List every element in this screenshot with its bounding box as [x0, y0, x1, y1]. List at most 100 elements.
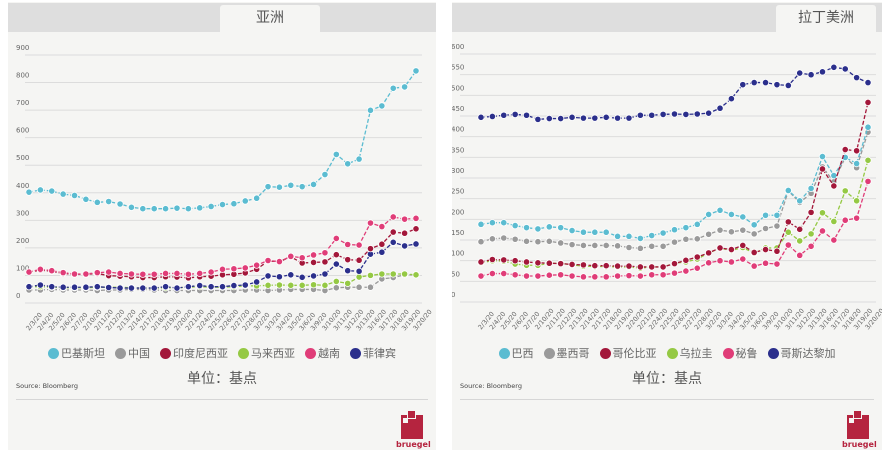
y-tick-label: 300 — [16, 209, 29, 217]
legend-label: 印度尼西亚 — [173, 347, 228, 360]
data-point — [568, 241, 576, 249]
tab-latin-america[interactable]: 拉丁美洲 — [776, 5, 876, 32]
data-point — [864, 177, 872, 185]
legend-label: 乌拉圭 — [679, 347, 713, 360]
data-point — [636, 234, 644, 243]
data-point — [321, 270, 329, 278]
data-point — [389, 213, 397, 221]
data-point — [750, 248, 758, 257]
data-point — [264, 272, 272, 280]
data-point — [241, 264, 249, 272]
data-point — [693, 235, 701, 243]
legend-swatch-icon — [498, 347, 510, 359]
legend-item[interactable]: 乌拉圭 — [666, 345, 713, 361]
data-point — [161, 205, 170, 213]
bruegel-logo: bruegel — [842, 410, 877, 450]
latin-america-line-chart: 0501001502002503003504004505005506002/3/… — [452, 43, 882, 331]
data-point — [796, 69, 804, 77]
y-tick-label: 400 — [452, 126, 464, 134]
data-point — [401, 242, 409, 250]
data-point — [773, 247, 781, 255]
data-point — [693, 264, 701, 272]
data-point — [500, 219, 508, 227]
data-point — [784, 218, 792, 226]
data-point — [522, 258, 531, 266]
data-point — [761, 259, 770, 267]
y-tick-label: 100 — [16, 264, 29, 272]
data-point — [139, 205, 147, 213]
legend-item[interactable]: 墨西哥 — [543, 345, 590, 361]
data-point — [716, 244, 724, 252]
data-point — [659, 229, 667, 237]
data-point — [682, 235, 690, 243]
data-point — [48, 187, 56, 195]
data-point — [579, 273, 588, 281]
data-point — [818, 152, 827, 161]
data-point — [389, 228, 397, 236]
tab-asia[interactable]: 亚洲 — [220, 5, 320, 32]
legend-swatch-icon — [48, 347, 59, 359]
legend-item[interactable]: 菲律宾 — [350, 345, 396, 361]
data-point — [477, 238, 485, 246]
data-point — [355, 256, 363, 264]
data-point — [401, 215, 409, 223]
data-point — [682, 267, 690, 275]
legend-swatch-icon — [160, 347, 171, 359]
data-point — [853, 74, 861, 82]
data-point — [864, 156, 872, 164]
data-point — [127, 270, 136, 278]
data-point — [477, 272, 485, 280]
data-point — [196, 281, 204, 290]
series-line — [480, 127, 869, 240]
data-point — [853, 197, 861, 205]
data-point — [309, 272, 318, 280]
data-point — [184, 205, 192, 213]
legend-item[interactable]: 印度尼西亚 — [160, 345, 228, 361]
data-point — [344, 160, 352, 168]
data-point — [739, 226, 747, 234]
legend-item[interactable]: 哥斯达黎加 — [767, 345, 836, 361]
divider — [460, 399, 874, 400]
data-point — [344, 256, 352, 264]
data-point — [321, 281, 329, 289]
data-point — [522, 111, 531, 119]
data-point — [511, 222, 519, 230]
data-point — [739, 213, 747, 221]
data-point — [705, 249, 713, 257]
legend-item[interactable]: 秘鲁 — [722, 345, 758, 361]
data-point — [807, 71, 815, 79]
legend-item[interactable]: 马来西亚 — [238, 345, 295, 361]
data-point — [716, 104, 724, 112]
legend-swatch-icon — [767, 347, 779, 359]
data-point — [366, 271, 375, 279]
data-point — [659, 263, 667, 271]
series-哥斯达黎加 — [477, 63, 872, 123]
data-point — [59, 283, 67, 291]
data-point — [150, 270, 158, 278]
data-point — [648, 242, 656, 250]
data-point — [378, 270, 386, 278]
data-point — [545, 223, 553, 231]
data-point — [93, 269, 101, 277]
data-point — [264, 281, 272, 289]
data-point — [344, 240, 352, 249]
legend-label: 秘鲁 — [735, 347, 758, 360]
data-point — [344, 279, 352, 287]
data-point — [534, 272, 542, 280]
legend-item[interactable]: 越南 — [305, 345, 340, 361]
y-tick-label: 450 — [452, 105, 464, 113]
data-point — [579, 261, 588, 269]
legend-item[interactable]: 巴西 — [498, 345, 534, 361]
data-point — [48, 283, 56, 291]
data-point — [161, 269, 170, 278]
data-point — [807, 242, 815, 250]
legend-item[interactable]: 中国 — [115, 345, 150, 361]
data-point — [230, 200, 238, 208]
series-line — [28, 70, 417, 210]
legend-item[interactable]: 哥伦比亚 — [599, 345, 657, 361]
legend-item[interactable]: 巴基斯坦 — [48, 345, 105, 361]
y-tick-label: 500 — [16, 154, 29, 162]
data-point — [773, 211, 781, 219]
series-line — [28, 241, 417, 289]
data-point — [412, 67, 420, 75]
